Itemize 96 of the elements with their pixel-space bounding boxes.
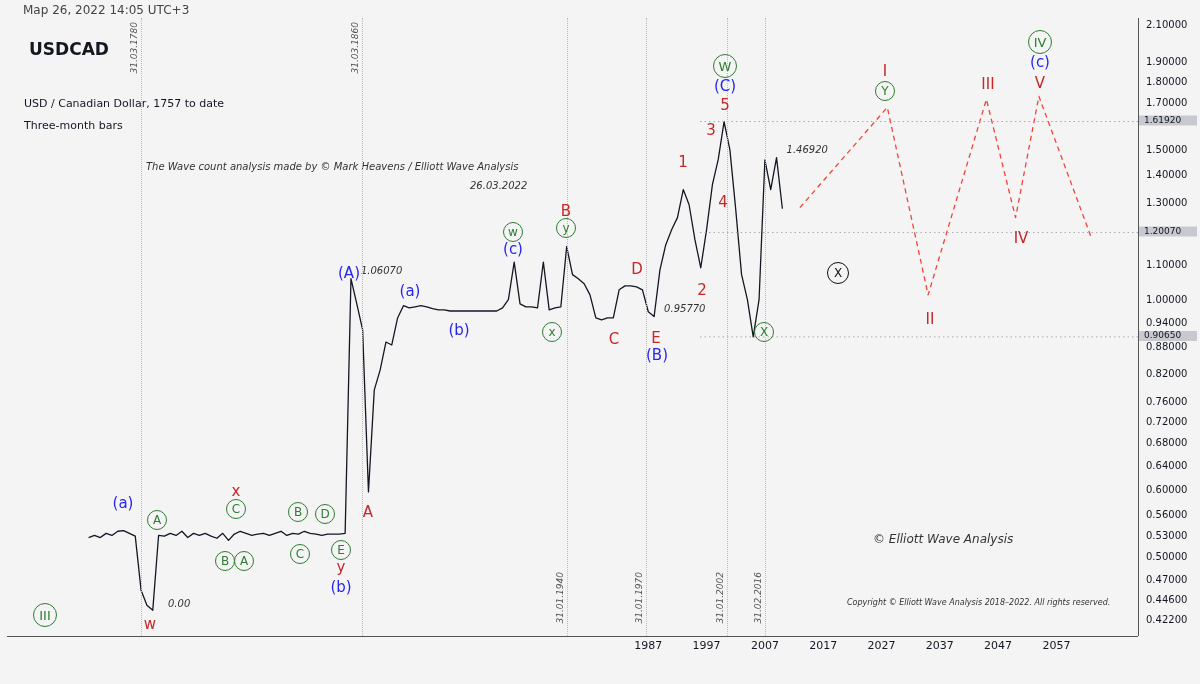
annotation: X — [827, 262, 849, 284]
y-tick-label: 0.68000 — [1146, 437, 1188, 449]
y-tick-label: 0.88000 — [1146, 341, 1188, 353]
annotation: IV — [1013, 228, 1029, 247]
annotation: C — [290, 544, 310, 564]
y-tick-label: 1.80000 — [1146, 75, 1188, 87]
annotation: 0.00 — [168, 598, 191, 609]
annotation: 31.02.2016 — [753, 572, 763, 624]
ref-line-label: 0.90650 — [1144, 330, 1182, 341]
annotation: V — [1034, 73, 1046, 92]
annotation: (C) — [713, 76, 737, 95]
y-tick-label: 0.60000 — [1146, 483, 1188, 495]
annotation: 31.03.1860 — [350, 22, 360, 74]
y-tick-label: 0.76000 — [1146, 395, 1188, 407]
text: USD / Canadian Dollar, 1757 to date — [24, 97, 224, 110]
annotation: 31.03.1780 — [129, 22, 139, 74]
annotation: D — [631, 259, 643, 278]
annotation: I — [882, 61, 888, 80]
annotation: E — [337, 543, 345, 557]
annotation: 3 — [706, 120, 716, 139]
annotation: x — [231, 481, 241, 500]
annotation: IV — [1028, 30, 1052, 54]
y-tick-label: 1.30000 — [1146, 196, 1188, 208]
annotation: E — [651, 328, 661, 347]
y-tick-label: 0.56000 — [1146, 509, 1188, 521]
ref-line-label: 1.20070 — [1144, 225, 1182, 236]
annotation: C — [608, 329, 620, 348]
data-label: 1.06070 — [360, 265, 403, 277]
annotation: y — [556, 218, 576, 238]
annotation: Y — [875, 81, 895, 101]
x-tick-label: 2047 — [984, 639, 1013, 653]
annotation: 31.01.2002 — [715, 572, 725, 624]
x-tick-label: 1987 — [634, 639, 663, 653]
y-tick-label: 1.70000 — [1146, 97, 1188, 109]
annotation: III — [981, 74, 995, 93]
y-tick-label: 1.40000 — [1146, 169, 1188, 181]
annotation: w — [508, 225, 518, 239]
y-tick-label: 0.50000 — [1146, 551, 1188, 563]
data-label: 1.46920 — [786, 144, 828, 156]
annotation: (b) — [330, 577, 352, 596]
annotation: 4 — [718, 192, 728, 211]
annotation: 5 — [720, 95, 730, 114]
annotation: (B) — [646, 345, 668, 364]
y-tick-label: 0.72000 — [1146, 415, 1188, 427]
annotation: II — [925, 309, 935, 328]
annotation: A — [362, 502, 374, 521]
y-tick-label: 0.44600 — [1146, 593, 1188, 605]
y-tick-label: 1.50000 — [1146, 143, 1188, 155]
y-tick-label: 2.10000 — [1146, 18, 1188, 30]
annotation: y — [336, 557, 346, 576]
annotation: X — [754, 322, 774, 342]
y-tick-label: 0.94000 — [1146, 317, 1188, 329]
annotation: 31.01.1970 — [634, 572, 644, 624]
text: USDCAD — [29, 39, 109, 59]
annotation: 31.01.1940 — [555, 572, 565, 624]
annotation: D — [315, 504, 335, 524]
annotation: The Wave count analysis made by © Mark Heavens / Elliott Wave Analysis — [146, 161, 519, 172]
y-tick-label: 0.53000 — [1146, 529, 1188, 541]
annotation: Copyright © Elliott Wave Analysis 2018–2022. All rights reserved. — [847, 598, 1111, 607]
annotation: B — [215, 551, 235, 571]
x-tick-label: 2057 — [1042, 639, 1071, 653]
annotation: C — [226, 499, 246, 519]
annotation: (a) — [399, 281, 421, 300]
annotation: 1 — [678, 152, 688, 171]
annotation: w — [143, 614, 157, 633]
ref-line-label: 1.61920 — [1144, 114, 1182, 125]
y-tick-label: 1.00000 — [1146, 294, 1188, 306]
data-label: 0.95770 — [664, 303, 706, 315]
x-tick-label: 1997 — [692, 639, 721, 653]
annotation: 26.03.2022 — [470, 180, 528, 191]
annotation: (c) — [503, 239, 523, 258]
x-tick-label: 2037 — [925, 639, 954, 653]
annotation: (b) — [448, 320, 470, 339]
x-tick-label: 2007 — [750, 639, 779, 653]
annotation: (a) — [112, 493, 134, 512]
annotation: Three-month bars — [24, 119, 123, 132]
annotation: © Elliott Wave Analysis — [873, 532, 1014, 546]
x-tick-label: 2027 — [867, 639, 896, 653]
y-tick-label: 0.82000 — [1146, 367, 1188, 379]
annotation: A — [147, 510, 167, 530]
annotation: W — [713, 54, 737, 78]
y-tick-label: 0.47000 — [1146, 574, 1188, 586]
annotation: B — [560, 201, 572, 220]
annotation: x — [542, 322, 562, 342]
y-tick-label: 1.10000 — [1146, 258, 1188, 270]
annotation: A — [234, 551, 254, 571]
y-tick-label: 0.42200 — [1146, 614, 1188, 626]
annotation: (c) — [1030, 52, 1050, 71]
annotation: (A) — [338, 263, 360, 282]
annotation: B — [288, 502, 308, 522]
text: Мар 26, 2022 14:05 UTC+3 — [23, 3, 190, 17]
annotation: 2 — [697, 280, 707, 299]
annotation: III — [33, 603, 57, 627]
x-tick-label: 2017 — [809, 639, 838, 653]
y-tick-label: 0.64000 — [1146, 459, 1188, 471]
y-tick-label: 1.90000 — [1146, 55, 1188, 67]
